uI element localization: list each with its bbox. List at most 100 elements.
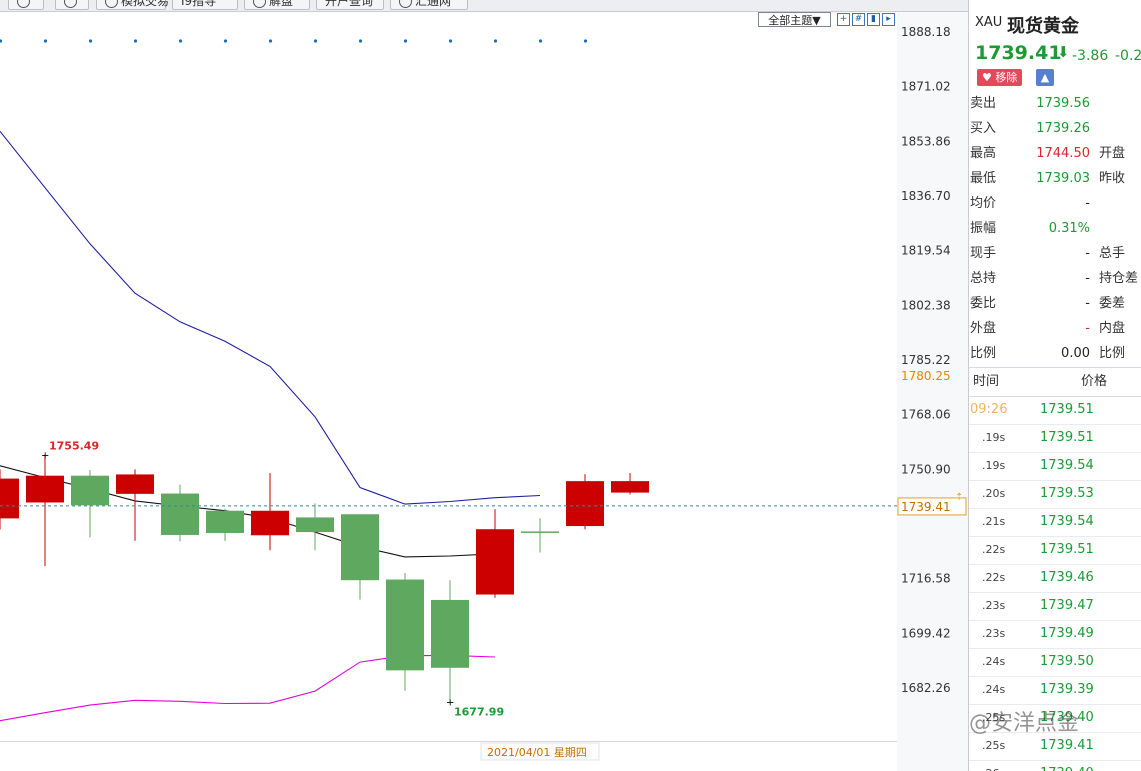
toolbar-button-label: 汇通网 <box>415 0 452 8</box>
series-line <box>0 130 541 505</box>
quote-label: 总持 <box>970 271 997 286</box>
tick-row: 09:26 1739.51 <box>969 396 1141 425</box>
grid-icon[interactable]: # <box>852 13 865 26</box>
remove-watchlist-button[interactable]: ♥ 移除 <box>977 69 1022 86</box>
y-tick-label: 1871.02 <box>901 80 951 94</box>
quote-label-secondary: 昨收 <box>1099 171 1126 186</box>
logo-icon <box>399 0 412 8</box>
candle-body <box>71 475 109 506</box>
price-axis <box>897 12 968 771</box>
y-tick-label: 1682.26 <box>901 681 951 695</box>
tick-time: .25s <box>982 739 1006 752</box>
y-tick-label: 1716.58 <box>901 572 951 586</box>
candle-body <box>26 475 64 503</box>
tick-row: .20s 1739.53 <box>969 480 1141 509</box>
candle-body <box>341 514 379 581</box>
x-axis-date-label: 2021/04/01 星期四 <box>487 746 587 759</box>
expand-icon[interactable]: ▸ <box>882 13 895 26</box>
symbol-name: 现货黄金 <box>1007 16 1079 37</box>
tick-time: .26s <box>982 760 1005 771</box>
candlestick-chart[interactable]: 1888.18 1871.02 1853.86 1836.70 1819.54 1802.… <box>0 12 968 771</box>
toolbar-button-3[interactable]: I9指导 <box>172 0 238 10</box>
toolbar-button-0[interactable] <box>8 0 44 10</box>
last-price: 1739.41 <box>975 42 1062 64</box>
candle-body <box>566 481 604 527</box>
quote-row: 卖出 1739.56 <box>969 91 1141 116</box>
quote-value: - <box>1085 296 1090 311</box>
quote-row: 比例 0.00 比例 <box>969 341 1141 366</box>
quote-value: - <box>1085 321 1090 336</box>
indicator-dot <box>313 39 318 43</box>
quote-label-secondary: 委差 <box>1099 296 1126 311</box>
tick-row: .21s 1739.54 <box>969 508 1141 537</box>
quote-label-secondary: 比例 <box>1099 346 1126 361</box>
quote-label: 均价 <box>970 196 997 211</box>
toolbar-button-label: 解盘 <box>269 0 294 8</box>
quote-value: - <box>1085 196 1090 211</box>
quote-label: 现手 <box>970 246 997 261</box>
quote-value: 0.31% <box>1048 221 1090 236</box>
price-change-pct: -0.2 <box>1115 48 1141 64</box>
chat-icon <box>253 0 266 8</box>
tick-price: 1739.46 <box>1040 570 1094 585</box>
indicator-dot <box>448 39 453 43</box>
indicator-dot <box>538 39 543 43</box>
quote-panel: XAU 现货黄金 1739.41 ⬇ -3.86 -0.2 ♥ 移除 ▲ 卖出 1… <box>968 0 1141 771</box>
toolbar-button-2[interactable]: 模拟交易 <box>96 0 170 10</box>
candle-body <box>431 599 469 668</box>
quote-value: 0.00 <box>1061 346 1090 361</box>
pen-icon <box>64 0 77 8</box>
quote-row: 外盘 - 内盘 <box>969 316 1141 341</box>
toolbar-button-label: 模拟交易 <box>121 0 170 8</box>
tick-price: 1739.51 <box>1040 542 1094 557</box>
tick-time: .22s <box>982 543 1006 556</box>
candle-body <box>251 510 289 536</box>
tick-price: 1739.49 <box>1040 626 1094 641</box>
quote-row: 最低 1739.03 昨收 <box>969 166 1141 191</box>
indicator-dot <box>358 39 363 43</box>
toolbar-button-label: 开户查询 <box>325 0 374 8</box>
chart-mode-icon[interactable]: ▮ <box>867 13 880 26</box>
tick-time: .24s <box>982 655 1006 668</box>
tick-price: 1739.47 <box>1040 598 1094 613</box>
theme-dropdown-button[interactable]: 全部主题▼ <box>758 12 831 27</box>
tick-row: .25s 1739.40 <box>969 704 1141 733</box>
time-header: 时间 <box>973 374 1000 389</box>
tick-price: 1739.41 <box>1040 738 1094 753</box>
quote-value: - <box>1085 246 1090 261</box>
toolbar-button-4[interactable]: 解盘 <box>244 0 310 10</box>
indicator-dot <box>223 39 228 43</box>
toolbar-button-1[interactable] <box>55 0 89 10</box>
tick-price: 1739.54 <box>1040 514 1094 529</box>
y-tick-label: 1750.90 <box>901 462 951 476</box>
bell-icon[interactable]: ▲ <box>1036 69 1054 86</box>
indicator-dot <box>88 39 93 43</box>
toolbar-button-5[interactable]: 开户查询 <box>316 0 384 10</box>
candle-body <box>611 481 649 493</box>
quote-value: 1744.50 <box>1036 146 1090 161</box>
remove-label: 移除 <box>995 71 1018 84</box>
tick-price: 1739.40 <box>1040 760 1094 771</box>
price-marker-icon: ⇡ <box>955 492 963 503</box>
quote-label: 比例 <box>970 346 997 361</box>
tick-row: .22s 1739.46 <box>969 564 1141 593</box>
annotation-marker: + <box>446 698 454 709</box>
quote-label: 最高 <box>970 146 997 161</box>
crosshair-icon[interactable]: + <box>837 13 850 26</box>
indicator-dot <box>133 39 138 43</box>
quote-label-secondary: 总手 <box>1099 246 1126 261</box>
quote-label: 卖出 <box>970 96 997 111</box>
y-tick-label: 1819.54 <box>901 244 951 258</box>
chart-canvas[interactable]: 1888.18 1871.02 1853.86 1836.70 1819.54 1802.… <box>0 12 968 771</box>
heart-icon: ♥ <box>982 71 992 84</box>
tick-time: 09:26 <box>970 402 1008 417</box>
quote-label: 买入 <box>970 121 997 136</box>
indicator-dot <box>583 39 588 43</box>
quote-label-secondary: 内盘 <box>1099 321 1126 336</box>
toolbar-button-6[interactable]: 汇通网 <box>390 0 468 10</box>
current-price-box <box>897 497 967 516</box>
tick-price: 1739.54 <box>1040 458 1094 473</box>
quote-label: 委比 <box>970 296 997 311</box>
annotation-label: 1677.99 <box>454 706 504 719</box>
toolbar-button-label: I9指导 <box>181 0 217 8</box>
